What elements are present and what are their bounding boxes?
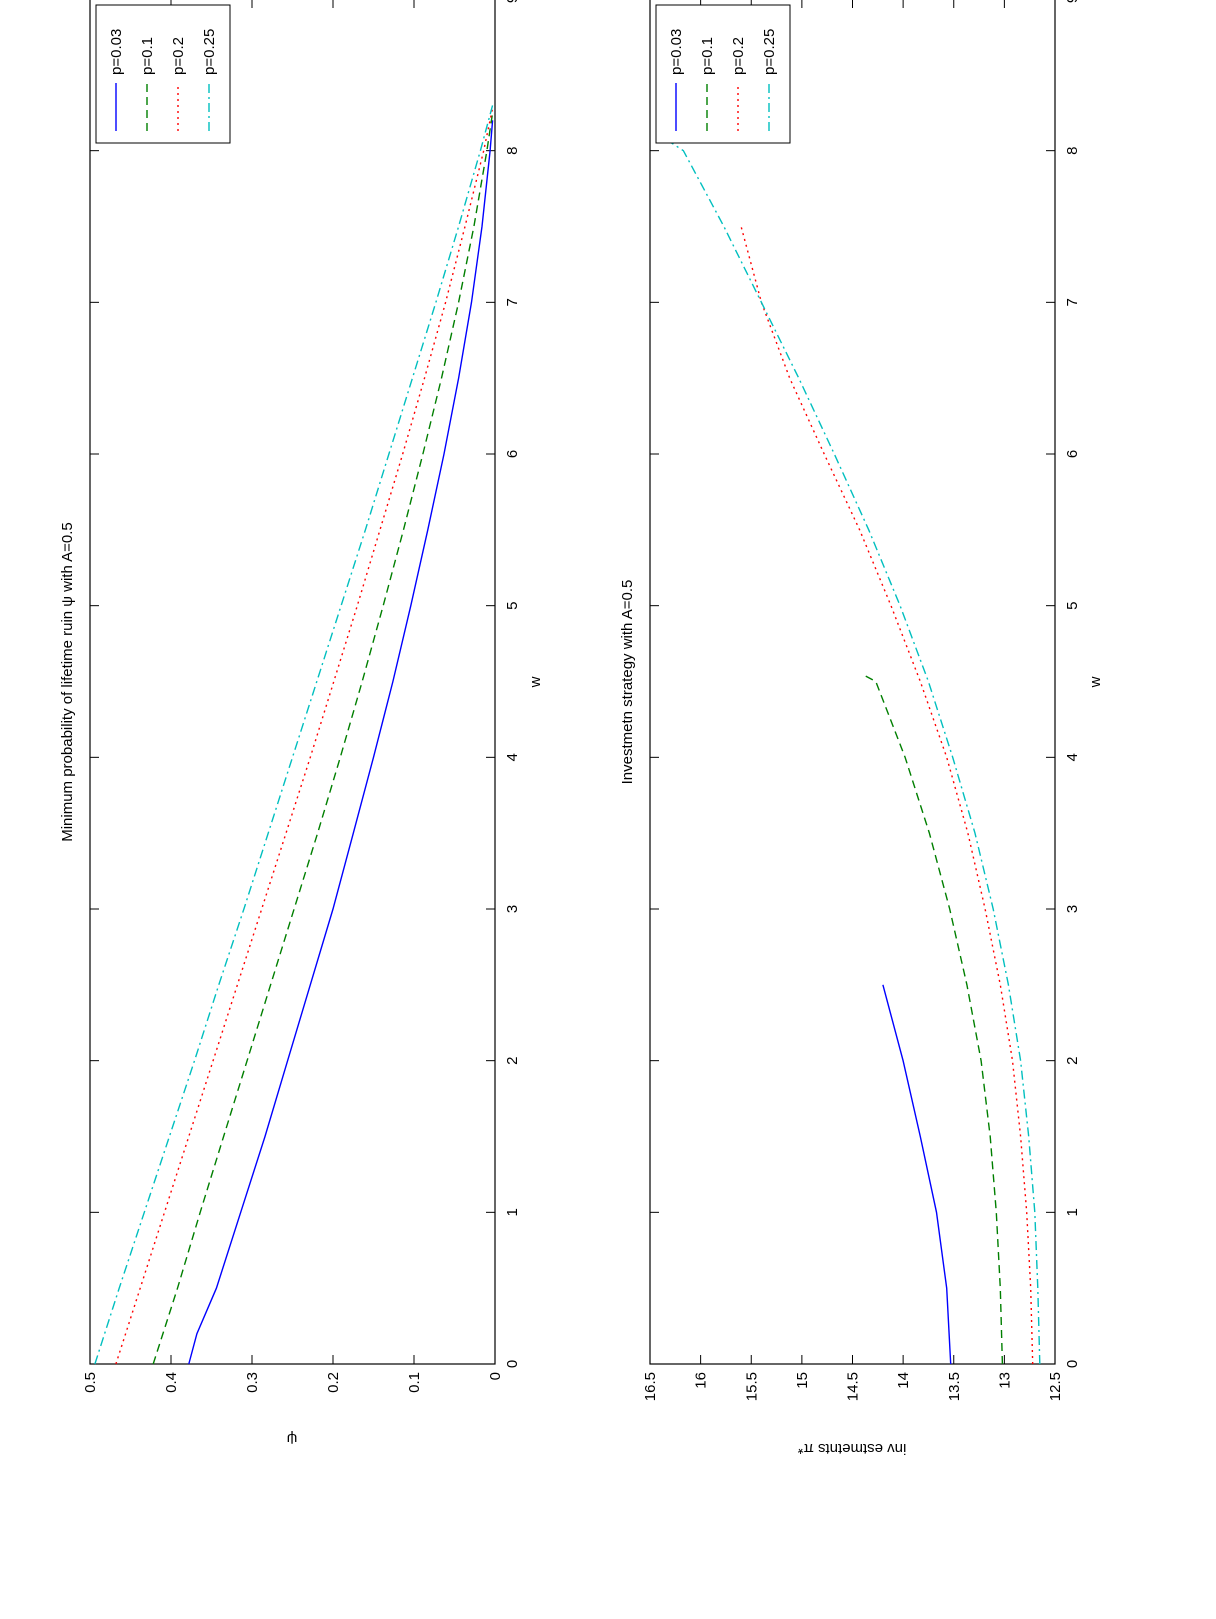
- chart-psi-panel: 0 1 2 3 4 5 6 7 8 9 0 0.1 0.2 0.3 0.4 0.5 Minimum proba…: [59, 0, 544, 1447]
- chart-investment-y-tick-label: 13.5: [946, 1372, 963, 1401]
- chart-psi-y-tick-label: 0: [487, 1372, 504, 1380]
- chart-psi-ticks: 0 1 2 3 4 5 6 7 8 9 0 0.1 0.2 0.3 0.4 0.5: [82, 0, 521, 1393]
- chart-psi-y-tick-label: 0.1: [406, 1372, 423, 1393]
- chart-psi-x-tick-label: 2: [504, 1056, 521, 1064]
- chart-psi-series-line-p=0.1: [152, 112, 494, 1365]
- chart-psi-x-tick-label: 9: [504, 0, 521, 3]
- chart-psi-x-tick-label: 3: [504, 905, 521, 913]
- chart-psi-plot-area: [94, 105, 494, 1365]
- chart-psi-y-tick-label: 0.3: [244, 1372, 261, 1393]
- chart-investment-legend-box: [655, 4, 791, 144]
- chart-investment-legend-label: p=0.03: [668, 29, 685, 75]
- chart-investment-plot-area: [659, 134, 1041, 1365]
- chart-investment-x-axis-label: w: [1087, 676, 1104, 688]
- chart-investment-series-line-p=0.1: [861, 673, 1004, 1365]
- chart-investment-x-tick-label: 8: [1064, 146, 1081, 154]
- chart-psi-legend: p=0.03 p=0.1 p=0.2 p=0.25: [95, 4, 231, 144]
- chart-psi-legend-label: p=0.25: [201, 29, 218, 75]
- chart-investment-y-tick-label: 13: [996, 1372, 1013, 1389]
- chart-psi-x-tick-label: 1: [504, 1208, 521, 1216]
- chart-investment-x-tick-label: 2: [1064, 1056, 1081, 1064]
- chart-investment-x-tick-label: 9: [1064, 0, 1081, 3]
- chart-investment-legend-label: p=0.2: [730, 37, 747, 75]
- chart-psi-y-tick-label: 0.4: [163, 1372, 180, 1393]
- chart-investment-series-line-p=0.25: [659, 134, 1041, 1365]
- chart-investment-axes-box: [649, 0, 1056, 1365]
- chart-psi-x-tick-label: 0: [504, 1360, 521, 1368]
- chart-psi-y-tick-label: 0.2: [325, 1372, 342, 1393]
- chart-psi-x-tick-label: 8: [504, 146, 521, 154]
- chart-investment-y-tick-label: 15.5: [743, 1372, 760, 1401]
- chart-investment-x-tick-label: 4: [1064, 753, 1081, 761]
- chart-investment-y-tick-label: 12.5: [1047, 1372, 1064, 1401]
- chart-investment-y-tick-label: 15: [794, 1372, 811, 1389]
- chart-investment-title: Investmetn strategy with A=0.5: [619, 580, 636, 785]
- chart-investment-ticks: 0 1 2 3 4 5 6 7 8 9 12.5 13 13.5 14 14.5 15 15.5 16 16.5: [642, 0, 1081, 1401]
- chart-investment-x-tick-label: 1: [1064, 1208, 1081, 1216]
- chart-psi-series-line-p=0.25: [94, 105, 494, 1365]
- chart-investment-y-tick-label: 14: [895, 1372, 912, 1389]
- chart-psi-x-axis-label: w: [527, 676, 544, 688]
- chart-investment-x-tick-label: 3: [1064, 905, 1081, 913]
- chart-psi-legend-label: p=0.03: [108, 29, 125, 75]
- chart-psi-x-tick-label: 7: [504, 298, 521, 306]
- chart-investment-x-tick-label: 0: [1064, 1360, 1081, 1368]
- chart-psi-y-axis-label: ψ: [287, 1430, 298, 1447]
- chart-investment-legend: p=0.03 p=0.1 p=0.2 p=0.25: [655, 4, 791, 144]
- chart-investment-panel: 0 1 2 3 4 5 6 7 8 9 12.5 13 13.5 14 14.5 15 15.5 16 16.5 I…: [619, 0, 1104, 1457]
- chart-psi-title: Minimum probability of lifetime ruin ψ w…: [59, 522, 76, 842]
- chart-investment-y-axis-label: inv estmetnts π*: [797, 1440, 906, 1457]
- chart-psi-x-tick-label: 5: [504, 601, 521, 609]
- chart-psi-legend-box: [95, 4, 231, 144]
- chart-investment-x-tick-label: 7: [1064, 298, 1081, 306]
- chart-investment-x-tick-label: 6: [1064, 450, 1081, 458]
- chart-investment-series-line-p=0.03: [882, 984, 952, 1365]
- chart-psi-x-tick-label: 6: [504, 450, 521, 458]
- chart-investment-x-tick-label: 5: [1064, 601, 1081, 609]
- chart-investment-y-tick-label: 16.5: [642, 1372, 659, 1401]
- chart-psi-legend-label: p=0.2: [170, 37, 187, 75]
- chart-psi-axes-box: [89, 0, 496, 1365]
- chart-psi-series-line-p=0.03: [188, 120, 494, 1365]
- chart-psi-y-tick-label: 0.5: [82, 1372, 99, 1393]
- chart-psi-legend-label: p=0.1: [139, 37, 156, 75]
- chart-investment-legend-label: p=0.25: [761, 29, 778, 75]
- chart-investment-y-tick-label: 16: [693, 1372, 710, 1389]
- chart-investment-legend-label: p=0.1: [699, 37, 716, 75]
- chart-investment-y-tick-label: 14.5: [845, 1372, 862, 1401]
- rotated-figure-group: 0 1 2 3 4 5 6 7 8 9 0 0.1 0.2 0.3 0.4 0.5 Minimum proba…: [59, 0, 1104, 1457]
- chart-psi-x-tick-label: 4: [504, 753, 521, 761]
